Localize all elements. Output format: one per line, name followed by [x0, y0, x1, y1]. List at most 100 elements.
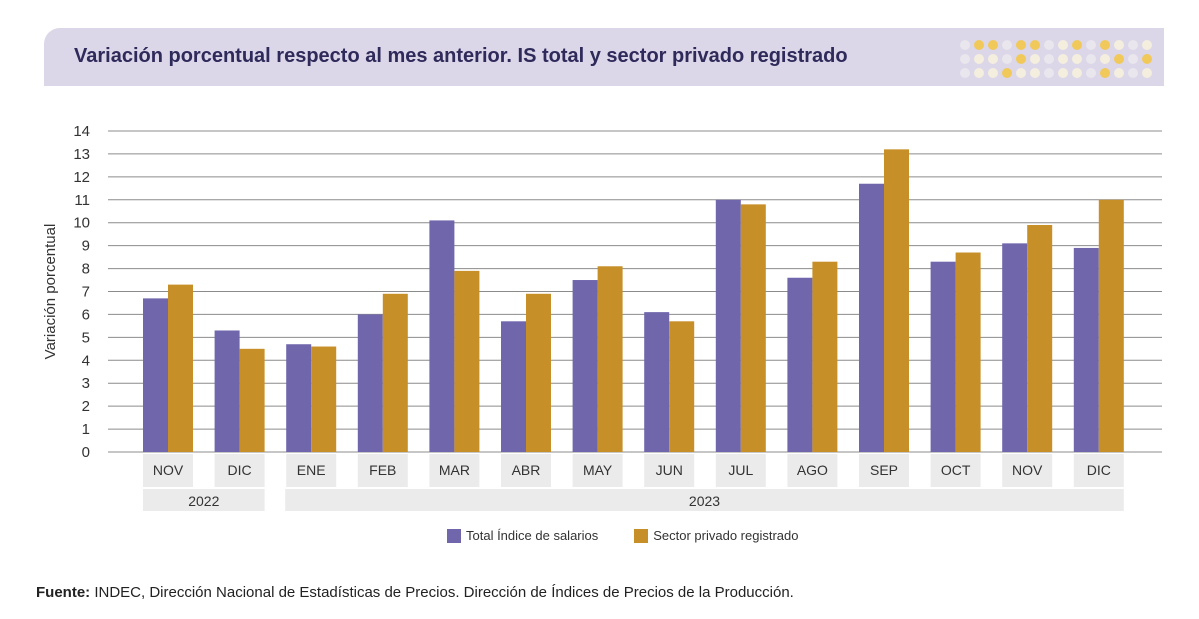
- y-tick-label: 10: [73, 215, 90, 232]
- decorative-dot: [1128, 54, 1138, 64]
- decorative-dot: [1030, 68, 1040, 78]
- decorative-dot: [1030, 54, 1040, 64]
- decorative-dot: [988, 68, 998, 78]
- bar-privado: [597, 266, 623, 452]
- x-tick-label: JUL: [728, 462, 753, 478]
- bar-privado: [955, 252, 981, 452]
- category-label-box: [214, 454, 265, 487]
- bar-privado: [884, 149, 909, 453]
- decorative-dot: [1044, 40, 1054, 50]
- y-tick-label: 0: [82, 444, 90, 461]
- category-label-box: [1073, 454, 1124, 487]
- decorative-dot: [1072, 40, 1082, 50]
- legend-swatch-privado: [634, 528, 649, 543]
- category-label-box: [715, 454, 766, 487]
- category-label-box: [357, 454, 408, 487]
- category-label-box: [859, 454, 909, 487]
- decorative-dot: [1100, 68, 1110, 78]
- y-tick-label: 9: [82, 238, 90, 255]
- decorative-dot: [1114, 40, 1124, 50]
- decorative-dot: [1002, 40, 1012, 50]
- decorative-dot: [1044, 68, 1054, 78]
- chart-header: Variación porcentual respecto al mes ant…: [44, 28, 1164, 86]
- x-tick-label: ABR: [512, 462, 541, 478]
- decorative-dot: [1114, 54, 1124, 64]
- y-axis-label: Variación porcentual: [42, 224, 59, 360]
- category-label-box: [572, 454, 623, 487]
- bar-total: [644, 312, 670, 452]
- decorative-dot: [1086, 54, 1096, 64]
- bar-privado: [311, 346, 337, 452]
- decorative-dot: [960, 68, 970, 78]
- y-tick-label: 2: [82, 398, 90, 415]
- y-tick-label: 12: [73, 169, 90, 186]
- bar-privado: [669, 321, 695, 452]
- category-label-box: [501, 454, 551, 487]
- bar-total: [1002, 243, 1028, 452]
- legend-swatch-total: [447, 528, 461, 543]
- bar-total: [930, 261, 956, 452]
- x-tick-label: DIC: [228, 462, 252, 478]
- bar-total: [501, 321, 526, 452]
- bar-privado: [740, 204, 766, 452]
- chart-legend: Total Índice de salarios Sector privado …: [447, 528, 835, 543]
- decorative-dot: [1058, 40, 1068, 50]
- decorative-dot: [1142, 54, 1152, 64]
- x-tick-label: ENE: [297, 462, 326, 478]
- decorative-dot: [1114, 68, 1124, 78]
- decorative-dot: [1100, 54, 1110, 64]
- decorative-dot: [1058, 54, 1068, 64]
- decorative-dot: [1128, 40, 1138, 50]
- bar-total: [715, 199, 741, 452]
- bar-privado: [382, 293, 408, 452]
- x-tick-label: SEP: [870, 462, 898, 478]
- x-tick-label: JUN: [656, 462, 683, 478]
- category-label-box: [286, 454, 337, 487]
- legend-item-total: Total Índice de salarios: [447, 528, 598, 543]
- decorative-dot: [1016, 68, 1026, 78]
- decorative-dot: [1058, 68, 1068, 78]
- year-group-box: [143, 489, 265, 511]
- bar-total: [859, 183, 884, 452]
- source-text: INDEC, Dirección Nacional de Estadística…: [90, 584, 794, 601]
- legend-label-total: Total Índice de salarios: [466, 528, 599, 543]
- category-label-box: [644, 454, 695, 487]
- decorative-dot: [974, 40, 984, 50]
- decorative-dot: [988, 54, 998, 64]
- decorative-dot: [1086, 40, 1096, 50]
- decorative-dot: [1030, 40, 1040, 50]
- decorative-dot: [1072, 54, 1082, 64]
- decorative-dots-icon: [960, 40, 1152, 78]
- chart-title: Variación porcentual respecto al mes ant…: [74, 45, 848, 67]
- x-tick-label: NOV: [153, 462, 184, 478]
- y-tick-label: 14: [73, 123, 90, 140]
- decorative-dot: [1016, 40, 1026, 50]
- bar-privado: [1027, 225, 1053, 452]
- decorative-dot: [1142, 40, 1152, 50]
- bar-total: [286, 344, 312, 452]
- category-label-box: [787, 454, 838, 487]
- category-label-box: [1002, 454, 1053, 487]
- y-tick-label: 11: [74, 192, 90, 209]
- bar-privado: [168, 284, 193, 452]
- x-tick-label: OCT: [941, 462, 971, 478]
- category-label-box: [143, 454, 193, 487]
- bar-total: [429, 220, 455, 452]
- bar-privado: [1098, 199, 1124, 452]
- decorative-dot: [1002, 54, 1012, 64]
- y-tick-label: 13: [73, 146, 90, 163]
- bar-total: [143, 298, 168, 452]
- year-group-label: 2023: [689, 493, 720, 509]
- y-tick-label: 1: [82, 421, 90, 438]
- bar-total: [572, 280, 598, 452]
- y-tick-label: 6: [82, 306, 90, 323]
- y-tick-label: 4: [82, 352, 90, 369]
- decorative-dot: [974, 54, 984, 64]
- decorative-dot: [960, 40, 970, 50]
- y-tick-label: 3: [82, 375, 90, 392]
- source-label: Fuente:: [36, 584, 91, 601]
- decorative-dot: [960, 54, 970, 64]
- bar-total: [1073, 247, 1099, 452]
- decorative-dot: [1128, 68, 1138, 78]
